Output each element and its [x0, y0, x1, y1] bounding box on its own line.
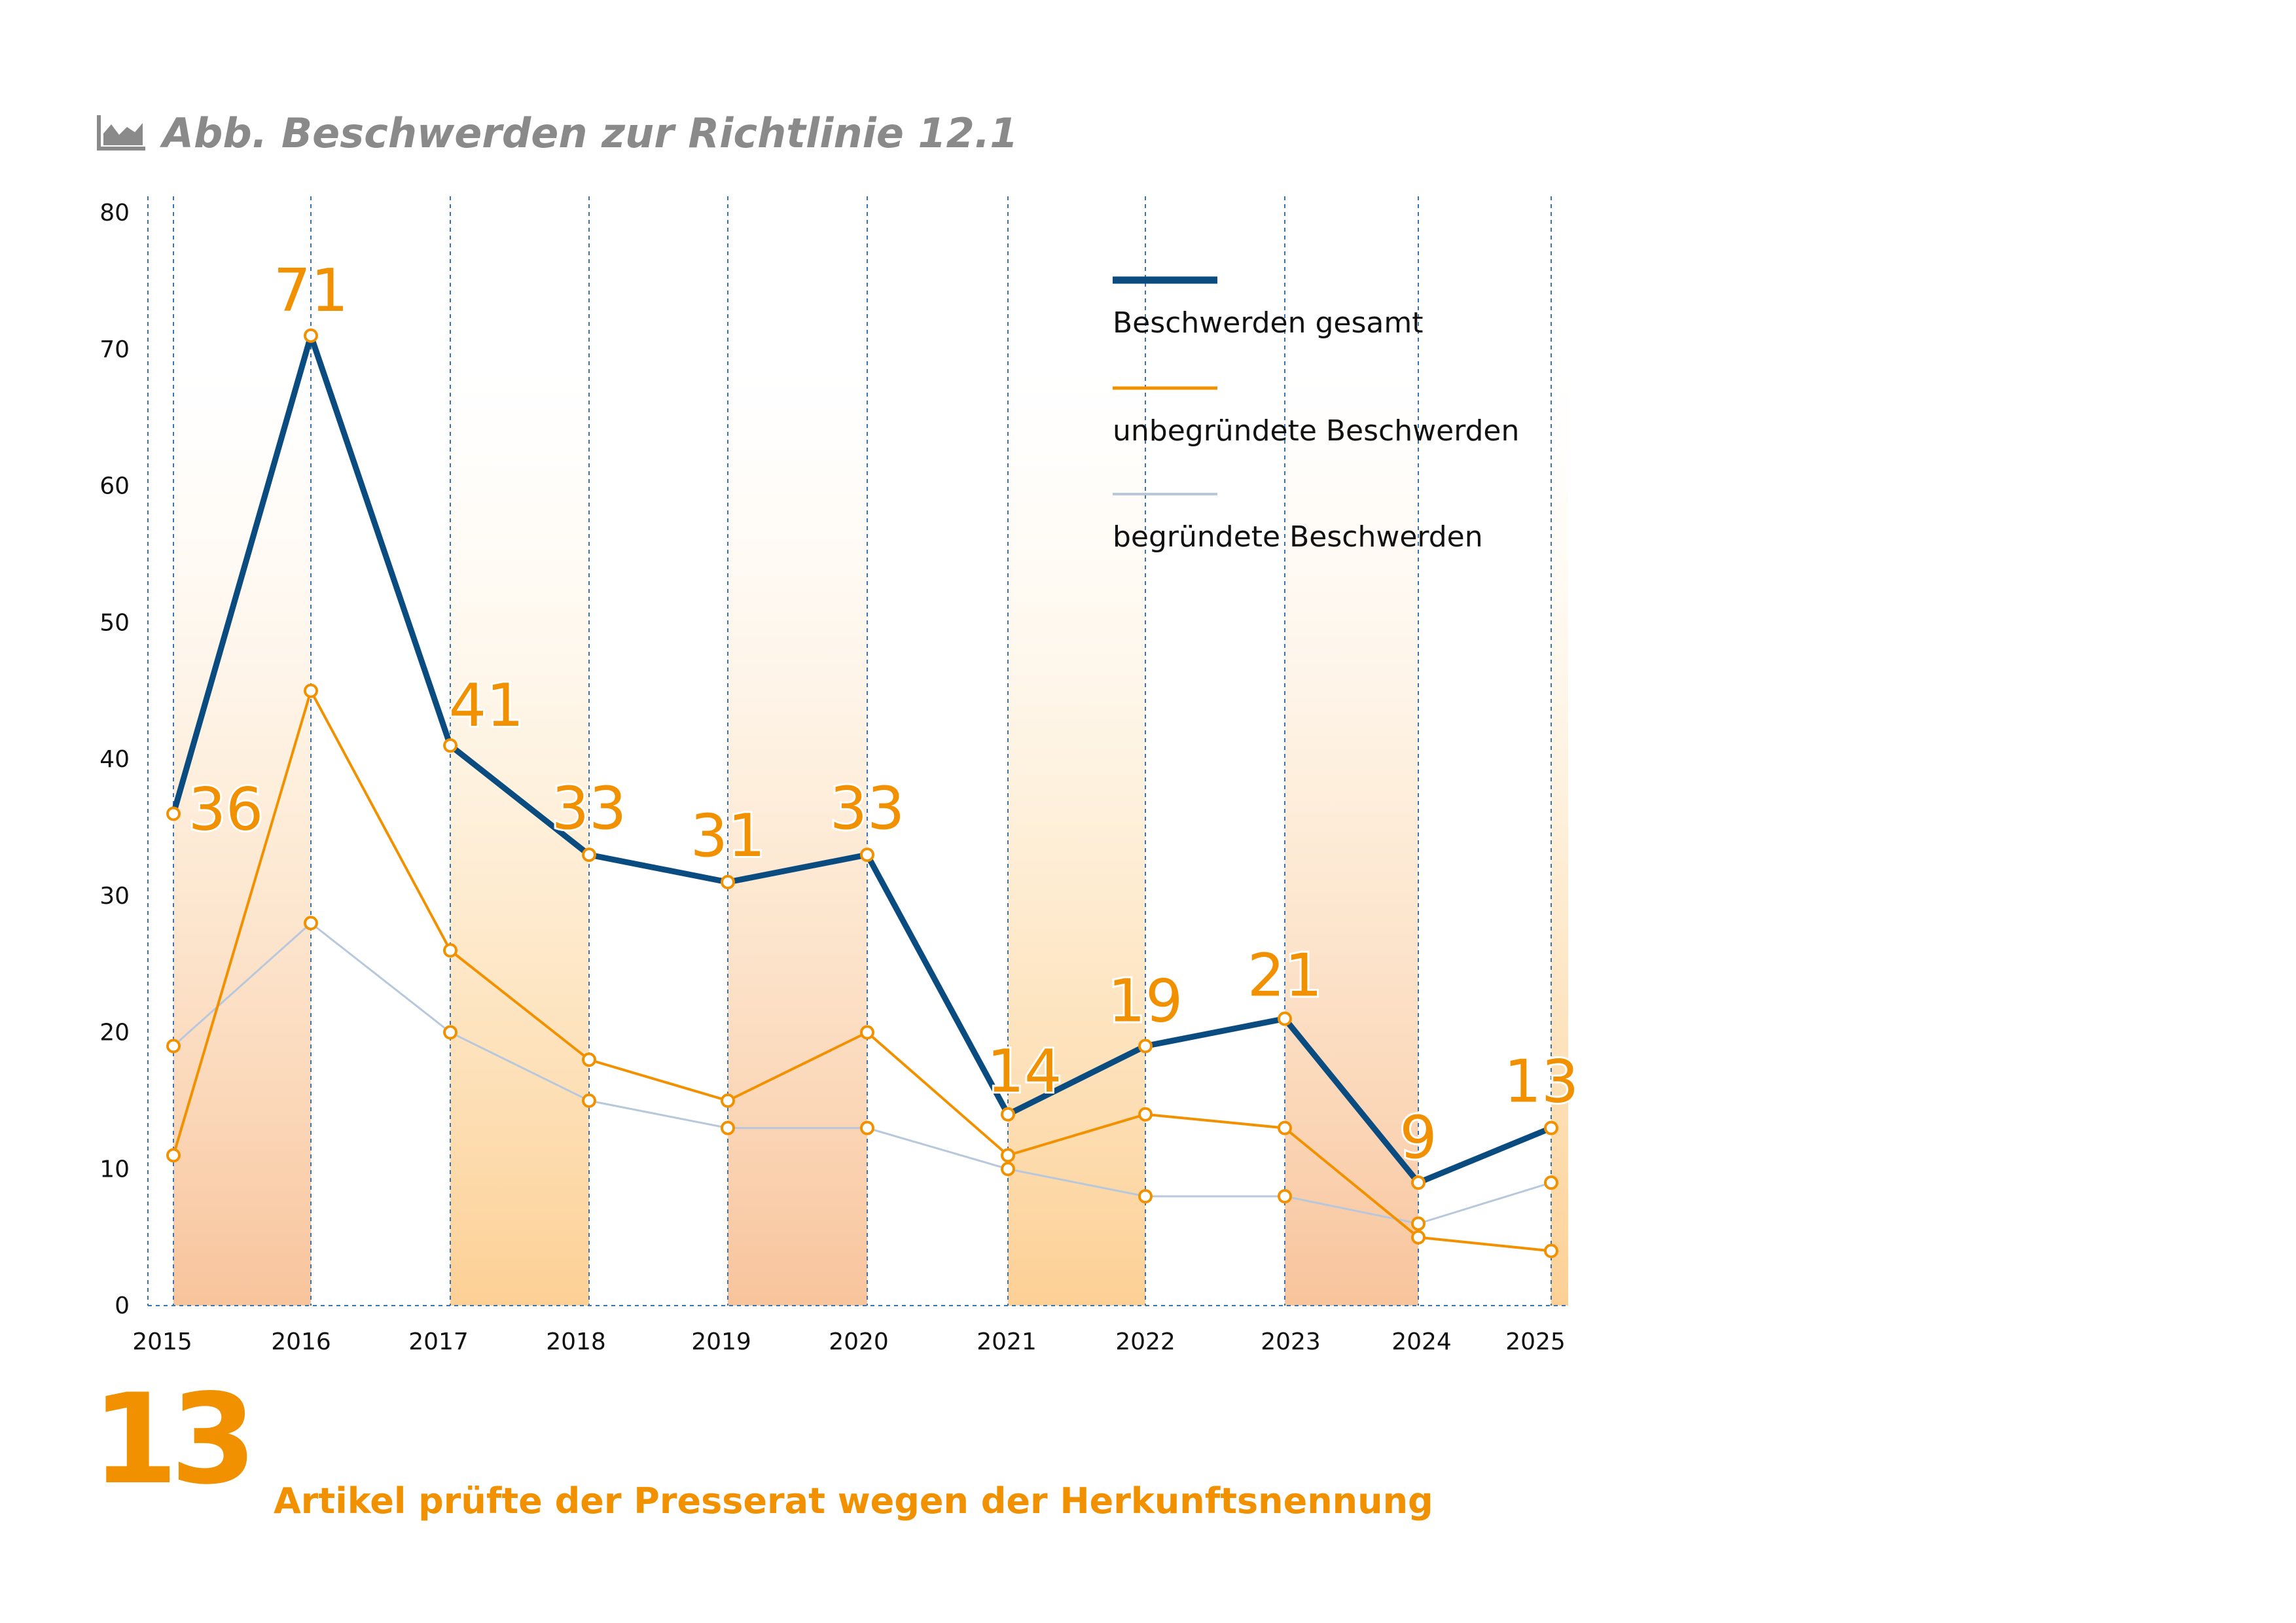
- x-tick-label: 2025: [1505, 1329, 1566, 1355]
- y-tick-label: 50: [99, 609, 130, 636]
- data-point: [1278, 1011, 1292, 1026]
- data-point: [860, 1025, 874, 1040]
- x-tick-label: 2024: [1391, 1329, 1452, 1355]
- data-label: 41: [449, 671, 524, 740]
- background-band: [173, 366, 311, 1306]
- data-point: [166, 806, 181, 821]
- series-points: [166, 328, 1558, 1258]
- legend-label: unbegründete Beschwerden: [1113, 414, 1519, 448]
- y-tick-label: 80: [99, 200, 130, 226]
- kpi-text: Artikel prüfte der Presserat wegen der H…: [274, 1480, 1433, 1522]
- x-tick-label: 2017: [408, 1329, 469, 1355]
- x-axis-ticks: 2015 2016 2017 2018 2019 2020 2021 2022 2023 2024…: [132, 1329, 1566, 1355]
- data-point: [721, 1120, 735, 1135]
- background-band: [728, 366, 867, 1306]
- data-point: [1278, 1189, 1292, 1204]
- area-chart-icon: [97, 115, 145, 151]
- data-label: 14: [987, 1037, 1062, 1106]
- x-tick-label: 2018: [546, 1329, 606, 1355]
- x-tick-label: 2021: [977, 1329, 1037, 1355]
- data-label: 19: [1108, 967, 1183, 1035]
- x-tick-label: 2022: [1115, 1329, 1175, 1355]
- data-point: [1278, 1120, 1292, 1135]
- data-point: [1138, 1039, 1153, 1054]
- y-tick-label: 20: [99, 1020, 130, 1046]
- data-point: [1001, 1107, 1015, 1122]
- background-band: [1285, 366, 1418, 1306]
- x-tick-label: 2015: [132, 1329, 192, 1355]
- x-tick-label: 2023: [1261, 1329, 1321, 1355]
- data-point: [721, 1093, 735, 1108]
- x-tick-label: 2019: [691, 1329, 751, 1355]
- data-point: [582, 1093, 596, 1108]
- data-point: [1411, 1216, 1426, 1231]
- y-tick-label: 10: [99, 1156, 130, 1183]
- data-point: [304, 683, 318, 698]
- data-point: [443, 1025, 457, 1040]
- y-tick-label: 0: [115, 1293, 130, 1319]
- data-point: [860, 847, 874, 863]
- y-tick-label: 40: [99, 746, 130, 773]
- legend-label: begründete Beschwerden: [1113, 520, 1483, 554]
- y-tick-label: 30: [99, 883, 130, 910]
- legend: Beschwerden gesamt unbegründete Beschwerd…: [1113, 276, 1519, 554]
- data-point: [1544, 1120, 1558, 1135]
- background-bands: [173, 366, 1568, 1306]
- data-point: [166, 1039, 181, 1054]
- data-point: [721, 874, 735, 889]
- data-label: 31: [691, 802, 766, 870]
- data-point: [304, 328, 318, 343]
- data-point: [1544, 1175, 1558, 1190]
- data-point: [1138, 1189, 1153, 1204]
- data-point: [1411, 1175, 1426, 1190]
- data-point: [1411, 1230, 1426, 1245]
- data-point: [443, 943, 457, 958]
- y-tick-label: 60: [99, 473, 130, 500]
- data-point: [304, 916, 318, 931]
- data-point: [166, 1148, 181, 1163]
- data-label: 36: [188, 776, 264, 844]
- data-point: [582, 1052, 596, 1067]
- data-point: [443, 738, 457, 753]
- x-tick-label: 2020: [829, 1329, 889, 1355]
- kpi-number: 13: [92, 1367, 257, 1512]
- data-point: [1138, 1107, 1153, 1122]
- chart-header: Abb. Beschwerden zur Richtlinie 12.1: [97, 103, 1018, 162]
- data-label: 71: [274, 257, 349, 325]
- background-band: [1551, 366, 1568, 1306]
- data-label: 9: [1399, 1103, 1437, 1172]
- background-band: [1008, 366, 1145, 1306]
- data-label: 33: [830, 774, 905, 843]
- chart-title: Abb. Beschwerden zur Richtlinie 12.1: [162, 109, 1018, 157]
- legend-label: Beschwerden gesamt: [1113, 306, 1424, 340]
- data-point: [1544, 1243, 1558, 1258]
- data-label: 13: [1504, 1048, 1579, 1116]
- data-labels: 36 71 41 33 31 33 14 19 21 9 13: [187, 255, 1581, 1174]
- data-point: [860, 1120, 874, 1135]
- data-point: [1001, 1162, 1015, 1177]
- y-axis-ticks: 0 10 20 30 40 50 60 70 80: [99, 200, 130, 1319]
- x-tick-label: 2016: [271, 1329, 331, 1355]
- data-point: [1001, 1148, 1015, 1163]
- y-tick-label: 70: [99, 336, 130, 363]
- data-point: [582, 847, 596, 863]
- data-label: 21: [1247, 942, 1323, 1010]
- data-label: 33: [552, 774, 627, 843]
